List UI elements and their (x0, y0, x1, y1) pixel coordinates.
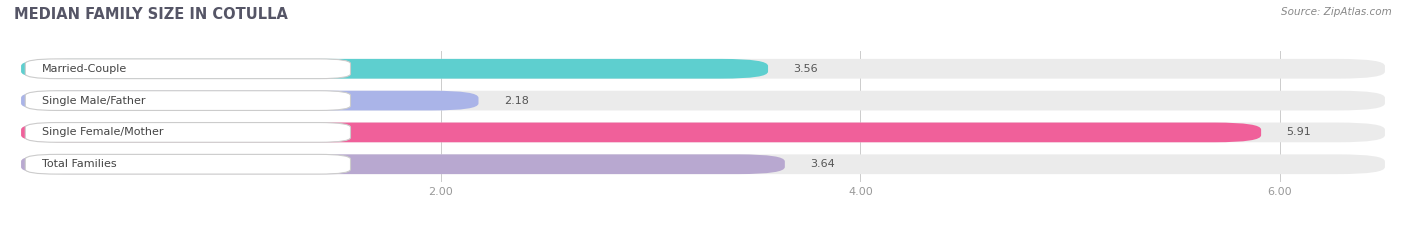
Text: Single Female/Mother: Single Female/Mother (42, 127, 163, 137)
FancyBboxPatch shape (21, 59, 768, 79)
FancyBboxPatch shape (21, 123, 1385, 142)
FancyBboxPatch shape (21, 154, 785, 174)
FancyBboxPatch shape (25, 154, 350, 174)
FancyBboxPatch shape (25, 123, 350, 142)
FancyBboxPatch shape (21, 123, 1261, 142)
Text: 2.18: 2.18 (503, 96, 529, 106)
Text: Married-Couple: Married-Couple (42, 64, 128, 74)
Text: Single Male/Father: Single Male/Father (42, 96, 146, 106)
Text: 3.56: 3.56 (793, 64, 818, 74)
Text: MEDIAN FAMILY SIZE IN COTULLA: MEDIAN FAMILY SIZE IN COTULLA (14, 7, 288, 22)
FancyBboxPatch shape (21, 91, 1385, 110)
Text: 3.64: 3.64 (810, 159, 835, 169)
Text: 5.91: 5.91 (1286, 127, 1310, 137)
FancyBboxPatch shape (21, 59, 1385, 79)
FancyBboxPatch shape (25, 91, 350, 110)
Text: Total Families: Total Families (42, 159, 117, 169)
FancyBboxPatch shape (21, 91, 478, 110)
FancyBboxPatch shape (25, 59, 350, 79)
Text: Source: ZipAtlas.com: Source: ZipAtlas.com (1281, 7, 1392, 17)
FancyBboxPatch shape (21, 154, 1385, 174)
